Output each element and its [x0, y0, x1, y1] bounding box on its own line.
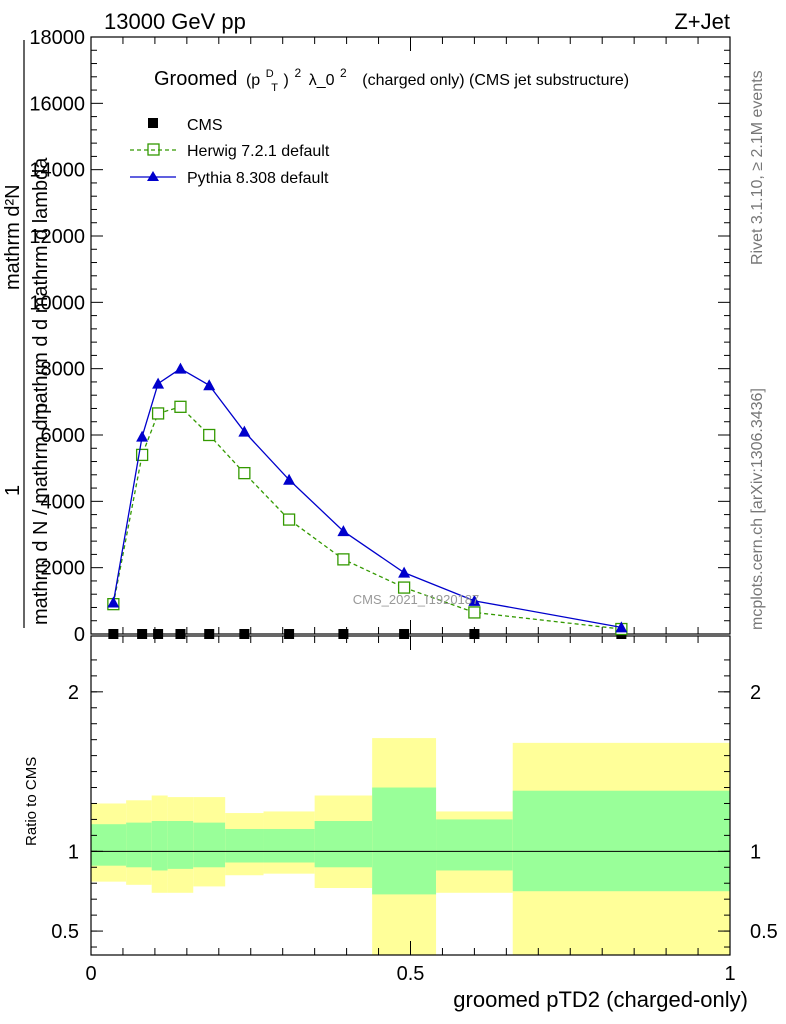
main-ytick-label: 18000 — [29, 27, 85, 49]
legend-label-herwig: Herwig 7.2.1 default — [187, 143, 330, 160]
herwig-point — [337, 553, 350, 566]
legend-marker-pythia — [147, 171, 159, 181]
ratio-band-stat — [193, 822, 226, 868]
pythia-point — [337, 525, 350, 537]
title-groomed: Groomed — [154, 68, 237, 90]
ratio-band-stat — [91, 824, 127, 866]
main-ytick-label: 0 — [74, 624, 85, 646]
ratio-band-stat — [126, 822, 152, 868]
ratio-band-stat — [314, 821, 373, 868]
ratio-panel: 0.5 0.5 1 1 2 2 0 0.5 1 Ratio to CMS groomed pTD… — [23, 635, 778, 1012]
rivet-label: Rivet 3.1.10, ≥ 2.1M events — [749, 70, 766, 265]
cms-point — [469, 629, 480, 639]
legend-label-pythia: Pythia 8.308 default — [187, 170, 329, 187]
main-ytick-label: 2000 — [41, 558, 86, 580]
title-t: T — [271, 82, 278, 94]
ratio-ytick-label-right: 0.5 — [750, 921, 778, 943]
ratio-ytick-label-right: 2 — [750, 682, 761, 704]
ratio-ytick-label: 2 — [68, 682, 79, 704]
series-line-2 — [112, 367, 622, 629]
ratio-ytick-label: 1 — [68, 841, 79, 863]
ylabel-den: mathrm d N / mathrm d p — [30, 403, 52, 625]
legend-label-cms: CMS — [187, 117, 223, 134]
pythia-point — [238, 425, 251, 437]
ratio-band-stat — [151, 821, 168, 871]
herwig-point — [203, 428, 216, 442]
pythia-point — [398, 566, 411, 578]
herwig-point — [174, 400, 187, 413]
main-ytick-label: 10000 — [29, 292, 85, 314]
herwig-point — [397, 581, 411, 594]
cms-point — [239, 629, 250, 639]
ylabel-one: 1 — [2, 485, 24, 496]
ylabel-num: mathrm d²N — [2, 184, 24, 290]
ylabel-mid: mathrm d d mathrm d lambda — [30, 157, 52, 420]
pythia-point — [203, 379, 216, 391]
cms-point — [137, 629, 148, 639]
main-ytick-label: 16000 — [29, 93, 85, 115]
main-ytick-label: 8000 — [41, 359, 86, 381]
ratio-xtick-label: 1 — [724, 963, 735, 985]
title-tail: (charged only) (CMS jet substructure) — [362, 72, 629, 89]
watermark: CMS_2021_I1920187 — [353, 592, 480, 607]
cms-point — [108, 629, 119, 639]
legend-marker-herwig — [147, 143, 160, 156]
main-ytick-label: 4000 — [41, 491, 86, 513]
ratio-xtick-label: 0 — [85, 963, 96, 985]
x-axis-label: groomed pTD2 (charged-only) — [453, 987, 748, 1012]
herwig-point — [238, 466, 251, 480]
title-close: ) — [284, 72, 289, 89]
pythia-point — [468, 594, 481, 606]
cms-point — [399, 629, 410, 639]
main-y-axis-label: mathrm d N / mathrm d p mathrm d²N mathr… — [2, 40, 52, 628]
ratio-band-stat — [225, 828, 264, 863]
process-label: Z+Jet — [674, 9, 730, 34]
energy-label: 13000 GeV pp — [104, 9, 246, 34]
pythia-point — [136, 430, 149, 442]
herwig-point — [468, 606, 481, 619]
pythia-point — [615, 621, 628, 633]
pythia-point — [174, 362, 187, 374]
main-ytick-label: 6000 — [41, 425, 86, 447]
legend: CMS Herwig 7.2.1 default Pythia 8.308 de… — [130, 117, 330, 187]
title-exp: 2 — [294, 66, 301, 80]
pythia-point — [152, 377, 165, 389]
main-panel: 0 2000 4000 6000 8000 10000 12000 14000 16000 180… — [2, 27, 731, 646]
ratio-band-stat — [167, 821, 194, 869]
ratio-band-stat — [263, 828, 315, 863]
legend-marker-cms — [148, 118, 158, 128]
cms-point — [284, 629, 295, 639]
title-exp2: 2 — [340, 66, 347, 80]
title-d: D — [266, 68, 274, 80]
herwig-point — [151, 407, 165, 420]
cms-point — [153, 629, 164, 639]
pythia-point — [283, 473, 296, 485]
mcplots-label: mcplots.cern.ch [arXiv:1306.3436] — [749, 388, 766, 630]
main-ytick-label: 14000 — [29, 160, 85, 182]
pythia-point — [107, 596, 120, 608]
cms-point — [175, 629, 186, 639]
title-p: (p — [246, 72, 260, 89]
title-lambda: λ_0 — [309, 72, 335, 89]
ratio-y-axis-label: Ratio to CMS — [23, 757, 40, 846]
ratio-band-stat — [512, 790, 730, 892]
cms-point — [204, 629, 215, 639]
main-ytick-label: 12000 — [29, 226, 85, 248]
herwig-point — [135, 448, 149, 462]
herwig-point — [282, 513, 296, 526]
ratio-ytick-label-right: 1 — [750, 841, 761, 863]
ratio-band-stat — [436, 819, 513, 871]
cms-point — [338, 629, 349, 639]
ratio-xtick-label: 0.5 — [397, 963, 425, 985]
ratio-ytick-label: 0.5 — [51, 921, 79, 943]
plot-title: Groomed (p D T ) 2 λ_0 2 (charged only) … — [154, 60, 629, 96]
ratio-band-stat — [372, 787, 437, 895]
